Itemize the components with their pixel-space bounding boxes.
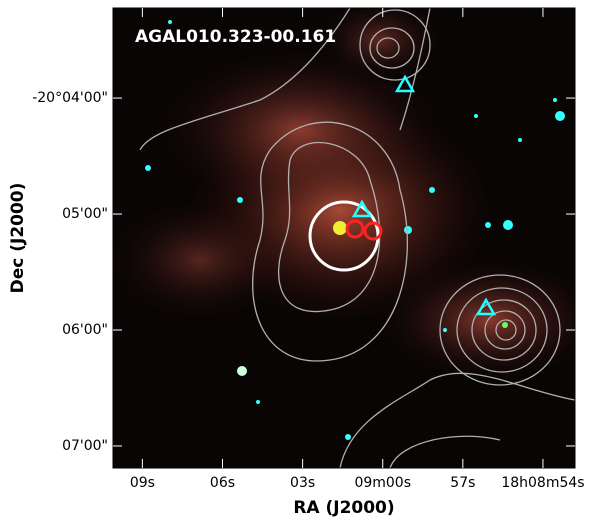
triangle-markers bbox=[351, 74, 497, 316]
x-tick-label: 06s bbox=[210, 475, 235, 491]
x-tick-label: 57s bbox=[450, 475, 475, 491]
x-tick-label: 03s bbox=[290, 475, 315, 491]
contours bbox=[139, 8, 575, 468]
y-tick-label: 05'00" bbox=[62, 206, 108, 222]
sky-image bbox=[113, 8, 575, 468]
x-axis-label: RA (J2000) bbox=[293, 498, 394, 518]
source-name: AGAL010.323-00.161 bbox=[135, 27, 336, 47]
x-tick-label: 09m00s bbox=[354, 475, 411, 491]
y-tick-label: 07'00" bbox=[62, 438, 108, 454]
red-markers bbox=[345, 219, 383, 241]
plot-frame bbox=[112, 7, 576, 469]
y-tick-label: -20°04'00" bbox=[32, 90, 108, 106]
y-axis-label: Dec (J2000) bbox=[8, 183, 28, 294]
x-tick-label: 09s bbox=[130, 475, 155, 491]
x-tick-label: 18h08m54s bbox=[501, 475, 584, 491]
stars bbox=[145, 20, 565, 440]
y-tick-label: 06'00" bbox=[62, 322, 108, 338]
